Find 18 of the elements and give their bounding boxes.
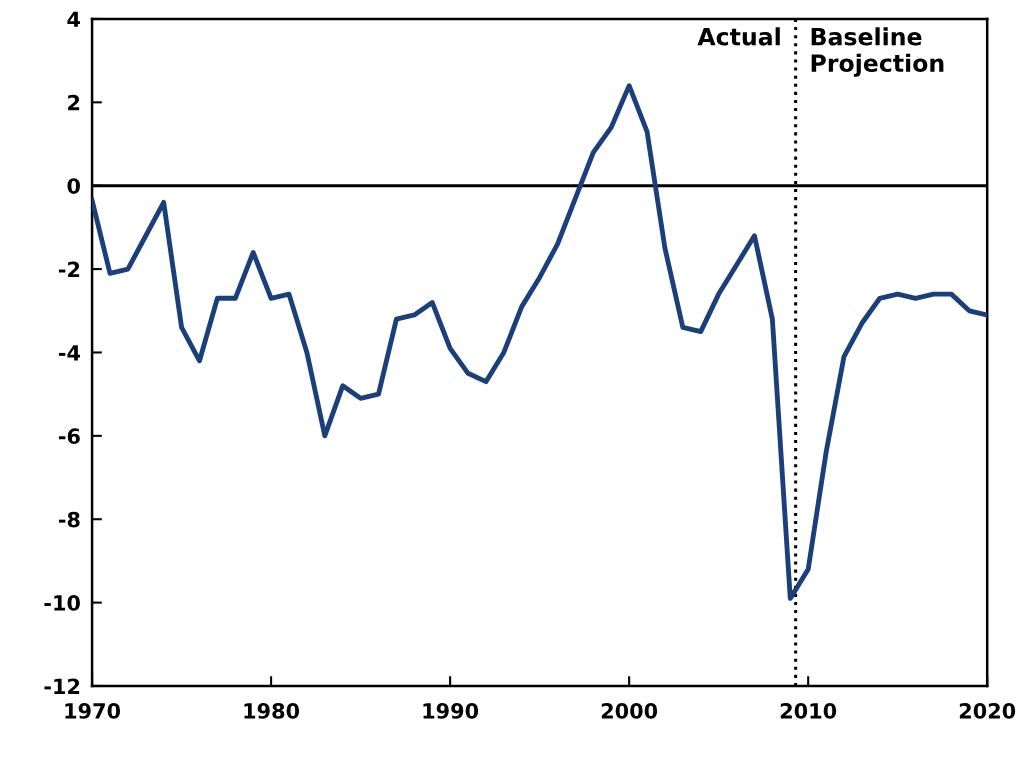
y-tick-label: -12 [44, 678, 80, 694]
x-tick-label: 2020 [959, 703, 1016, 719]
y-tick-label: 4 [67, 11, 80, 27]
x-tick-label: 1990 [423, 703, 479, 719]
x-tick-label: 2000 [601, 703, 658, 719]
annotation: Baseline Projection [811, 27, 944, 77]
x-tick-label: 1980 [244, 703, 300, 719]
y-tick-label: -6 [58, 428, 80, 445]
annotation: Actual [697, 27, 780, 46]
y-tick-label: -10 [44, 595, 80, 611]
y-tick-label: 0 [67, 178, 80, 194]
y-tick-label: -4 [58, 345, 80, 361]
line-series [92, 83, 988, 601]
y-tick-label: -8 [58, 511, 80, 528]
y-tick-label: -2 [58, 261, 80, 278]
x-tick-label: 2010 [780, 703, 837, 719]
y-tick-label: 2 [68, 94, 80, 111]
x-tick-label: 1970 [65, 703, 121, 719]
